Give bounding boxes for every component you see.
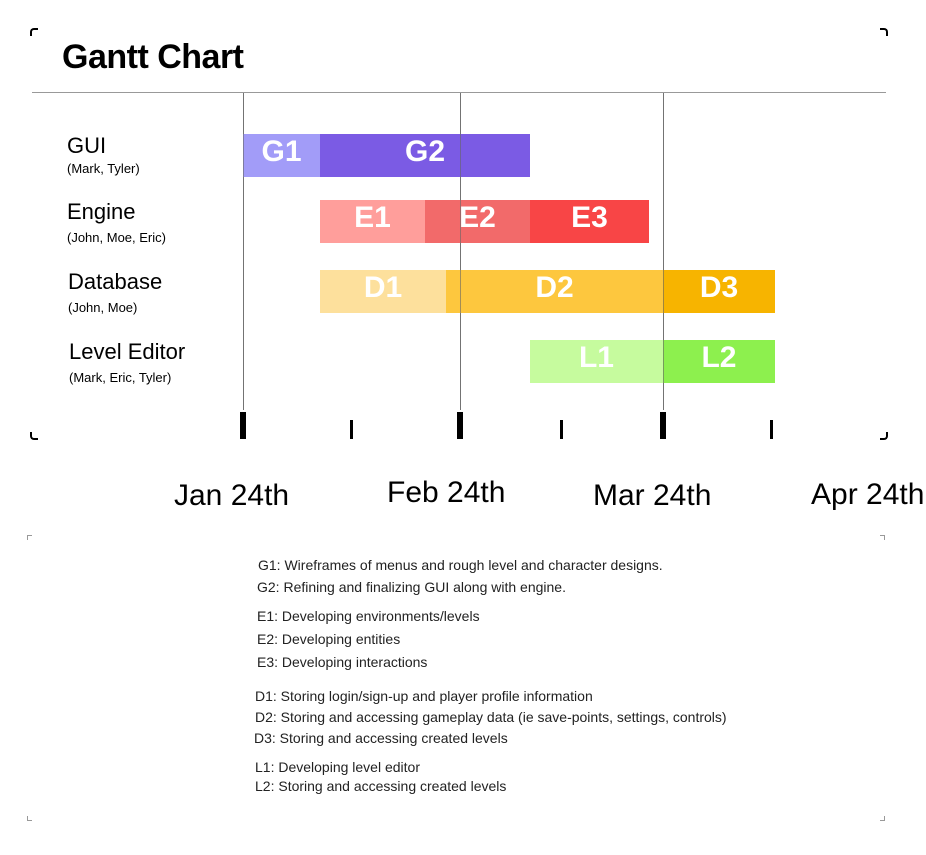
phase-label: L2 [701, 341, 736, 374]
tick-label: Jan 24th [174, 479, 289, 512]
frame-corner [30, 432, 38, 440]
tick-label: Mar 24th [593, 479, 711, 512]
phase-bar [446, 270, 663, 313]
phase-note: D1: Storing login/sign-up and player pro… [255, 688, 593, 704]
notes-frame-corner [27, 535, 32, 540]
task-name: Engine [67, 199, 136, 224]
phase-bar [530, 340, 663, 383]
major-tick [240, 412, 246, 439]
task-name: Level Editor [69, 339, 185, 364]
phase-bar [663, 340, 775, 383]
phase-label: L1 [579, 341, 614, 374]
phase-bar [530, 200, 649, 243]
notes-frame-corner [880, 816, 885, 821]
phase-note: L1: Developing level editor [255, 759, 420, 775]
task-members: (John, Moe, Eric) [67, 230, 166, 245]
frame-corner [30, 28, 38, 36]
phase-label: G2 [405, 135, 445, 168]
phase-note: G1: Wireframes of menus and rough level … [258, 557, 663, 573]
phase-label: E1 [354, 201, 391, 234]
phase-note: D3: Storing and accessing created levels [254, 730, 508, 746]
minor-tick [350, 420, 353, 439]
phase-note: E3: Developing interactions [257, 654, 428, 670]
task-name: GUI [67, 133, 106, 158]
minor-tick [560, 420, 563, 439]
phase-label: E3 [571, 201, 608, 234]
phase-bar [320, 270, 446, 313]
phase-label: D2 [535, 271, 573, 304]
phase-bar [425, 200, 530, 243]
notes-frame-corner [880, 535, 885, 540]
task-members: (Mark, Tyler) [67, 161, 140, 176]
major-tick [660, 412, 666, 439]
tick-label: Apr 24th [811, 478, 924, 511]
task-members: (Mark, Eric, Tyler) [69, 370, 171, 385]
phase-bar [243, 134, 320, 177]
tick-label: Feb 24th [387, 476, 505, 509]
phase-note: E1: Developing environments/levels [257, 608, 480, 624]
task-name: Database [68, 269, 162, 294]
phase-label: G1 [261, 135, 301, 168]
task-members: (John, Moe) [68, 300, 137, 315]
phase-note: G2: Refining and finalizing GUI along wi… [257, 579, 566, 595]
phase-bar [320, 200, 425, 243]
minor-tick [770, 420, 773, 439]
phase-note: L2: Storing and accessing created levels [255, 778, 507, 794]
phase-note: D2: Storing and accessing gameplay data … [255, 709, 727, 725]
title-divider [32, 92, 886, 93]
frame-corner [880, 28, 888, 36]
frame-corner [880, 432, 888, 440]
phase-note: E2: Developing entities [257, 631, 401, 647]
phase-bar [320, 134, 530, 177]
phase-label: D1 [364, 271, 402, 304]
major-tick [457, 412, 463, 439]
notes-frame-corner [27, 816, 32, 821]
gantt-chart: GUI (Mark, Tyler) G1 G2 Engine (John, Moe, Er… [67, 93, 924, 512]
phase-bar [663, 270, 775, 313]
phase-label: E2 [459, 201, 496, 234]
chart-title: Gantt Chart [62, 38, 244, 76]
phase-label: D3 [700, 271, 738, 304]
